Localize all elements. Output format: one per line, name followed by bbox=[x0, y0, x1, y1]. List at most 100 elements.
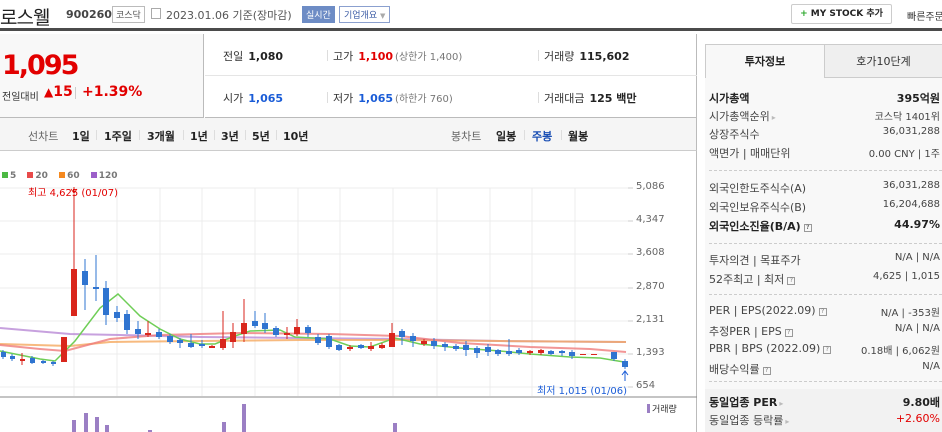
low-label: 저가 bbox=[333, 92, 354, 105]
period-3y[interactable]: 3년 bbox=[221, 130, 239, 143]
lower-limit: (하한가 760) bbox=[395, 94, 453, 105]
market-cap-value: 395억원 bbox=[896, 92, 940, 105]
tab-investment-info[interactable]: 투자정보 bbox=[705, 44, 825, 78]
divider bbox=[709, 170, 942, 171]
high-value: 1,100 bbox=[358, 50, 394, 63]
help-icon[interactable]: ? bbox=[803, 224, 812, 232]
realtime-button[interactable]: 실시간 bbox=[302, 6, 335, 23]
listed-shares-row: 상장주식수 36,031,288 bbox=[709, 126, 942, 144]
y-tick: 654 bbox=[636, 380, 656, 391]
prev-close-label: 전일 bbox=[223, 50, 244, 63]
help-icon[interactable]: ? bbox=[818, 308, 827, 316]
legend-swatch bbox=[59, 172, 66, 178]
week52-row: 52주최고 | 최저? 4,625 | 1,015 bbox=[709, 271, 942, 289]
tab-order-book[interactable]: 호가10단계 bbox=[825, 44, 942, 78]
legend-swatch bbox=[2, 172, 8, 178]
high-label: 고가 bbox=[333, 50, 354, 63]
peer-change-row[interactable]: 동일업종 등락률 ▸ +2.60% bbox=[709, 412, 942, 430]
low-value: 1,065 bbox=[358, 92, 394, 105]
foreign-limit-label: 외국인한도주식수(A) bbox=[709, 182, 807, 195]
est-per-label: 추정PER | EPS bbox=[709, 325, 782, 338]
stock-chart[interactable]: 5 20 60 120 bbox=[0, 151, 697, 432]
legend-swatch bbox=[27, 172, 34, 178]
quick-order-link[interactable]: 빠른주문 bbox=[907, 12, 942, 23]
current-price: 1,095 bbox=[2, 50, 79, 81]
opinion-label: 투자의견 | 목표주가 bbox=[709, 254, 801, 267]
calendar-icon bbox=[151, 8, 161, 19]
week52-value: 4,625 | 1,015 bbox=[873, 271, 940, 282]
candlestick-plot bbox=[0, 187, 697, 432]
open-label: 시가 bbox=[223, 92, 244, 105]
par-value: 0.00 CNY | 1주 bbox=[868, 149, 940, 160]
candle-monthly[interactable]: 월봉 bbox=[568, 130, 589, 143]
divider bbox=[327, 92, 328, 103]
open-price: 시가 1,065 bbox=[223, 90, 283, 106]
foreign-ratio-value: 44.97% bbox=[894, 218, 940, 231]
open-value: 1,065 bbox=[248, 92, 284, 105]
y-tick: 2,870 bbox=[636, 281, 665, 292]
divider bbox=[245, 130, 246, 140]
arrow-right-icon: ▸ bbox=[771, 113, 776, 122]
add-mystock-button[interactable]: + MY STOCK 추가 bbox=[791, 4, 892, 24]
dividend-label: 배당수익률 bbox=[709, 363, 760, 376]
trade-amount-label: 거래대금 bbox=[544, 92, 585, 105]
help-icon[interactable]: ? bbox=[823, 346, 832, 354]
par-value-row: 액면가 | 매매단위 0.00 CNY | 1주 bbox=[709, 145, 942, 163]
pbr-value: 0.18배 | 6,062원 bbox=[860, 346, 940, 357]
legend-label: 20 bbox=[35, 171, 48, 181]
foreign-limit-row: 외국인한도주식수(A) 36,031,288 bbox=[709, 180, 942, 198]
period-1w[interactable]: 1주일 bbox=[104, 130, 132, 143]
volume-label: 거래량 bbox=[544, 50, 575, 63]
period-5y[interactable]: 5년 bbox=[252, 130, 270, 143]
candle-chart-label: 봉차트 bbox=[451, 130, 482, 143]
y-tick: 4,347 bbox=[636, 214, 665, 225]
line-chart-label: 선차트 bbox=[28, 130, 59, 143]
legend-swatch bbox=[90, 172, 97, 178]
opinion-row: 투자의견 | 목표주가 N/A | N/A bbox=[709, 252, 942, 270]
legend-label: 60 bbox=[67, 171, 80, 181]
prev-close: 전일 1,080 bbox=[223, 48, 283, 64]
period-3m[interactable]: 3개월 bbox=[147, 130, 175, 143]
arrow-right-icon: ▸ bbox=[779, 399, 784, 408]
per-label: PER | EPS(2022.09) bbox=[709, 304, 816, 317]
est-per-row: 추정PER | EPS? N/A | N/A bbox=[709, 323, 942, 341]
volume-swatch bbox=[647, 404, 650, 413]
help-icon[interactable]: ? bbox=[787, 277, 796, 285]
period-1y[interactable]: 1년 bbox=[190, 130, 208, 143]
low-annotation: 최저 1,015 (01/06) bbox=[537, 386, 628, 397]
help-icon[interactable]: ? bbox=[762, 367, 771, 375]
period-10y[interactable]: 10년 bbox=[283, 130, 309, 143]
volume: 거래량 115,602 bbox=[544, 48, 629, 64]
legend-label: 5 bbox=[10, 171, 17, 181]
market-cap-rank-row[interactable]: 시가총액순위 ▸ 코스닥 1401위 bbox=[709, 108, 942, 126]
company-overview-dropdown[interactable]: 기업개요 ▼ bbox=[339, 6, 391, 23]
candle-weekly[interactable]: 주봉 bbox=[532, 130, 553, 143]
volume-legend-label: 거래량 bbox=[652, 405, 677, 415]
period-1d[interactable]: 1일 bbox=[72, 130, 90, 143]
company-overview-label: 기업개요 bbox=[344, 11, 378, 21]
quote-row: 전일 1,080 고가 1,100 (상한가 1,400) 거래량 115,602 bbox=[205, 34, 697, 76]
divider bbox=[75, 87, 76, 99]
legend-ma5: 5 bbox=[2, 171, 16, 181]
investment-info-panel: 투자정보 호가10단계 시가총액 395억원 시가총액순위 ▸ 코스닥 1401위 상… bbox=[705, 44, 942, 432]
trade-amount-value: 125 백만 bbox=[589, 92, 637, 105]
rank-value: 코스닥 1401위 bbox=[874, 112, 940, 123]
high-annotation: 최고 4,625 (01/07) bbox=[28, 188, 119, 199]
upper-limit: (상한가 1,400) bbox=[395, 52, 463, 63]
help-icon[interactable]: ? bbox=[784, 329, 793, 337]
peer-per-label: 동일업종 PER bbox=[709, 396, 778, 409]
divider bbox=[327, 50, 328, 61]
divider bbox=[214, 130, 215, 140]
candle-daily[interactable]: 일봉 bbox=[496, 130, 517, 143]
week52-label: 52주최고 | 최저 bbox=[709, 273, 785, 286]
listed-shares-label: 상장주식수 bbox=[709, 128, 760, 141]
current-price-box: 1,095 전일대비 ▲15 +1.39% bbox=[0, 34, 204, 118]
chevron-down-icon: ▼ bbox=[380, 12, 386, 20]
par-label: 액면가 | 매매단위 bbox=[709, 147, 791, 160]
volume-legend: 거래량 bbox=[647, 402, 677, 415]
trade-amount: 거래대금 125 백만 bbox=[544, 90, 637, 106]
dividend-row: 배당수익률? N/A bbox=[709, 361, 942, 379]
add-mystock-label: MY STOCK 추가 bbox=[810, 9, 883, 19]
per-value: N/A | -353원 bbox=[880, 308, 940, 319]
peer-per-row[interactable]: 동일업종 PER ▸ 9.80배 bbox=[709, 394, 942, 412]
